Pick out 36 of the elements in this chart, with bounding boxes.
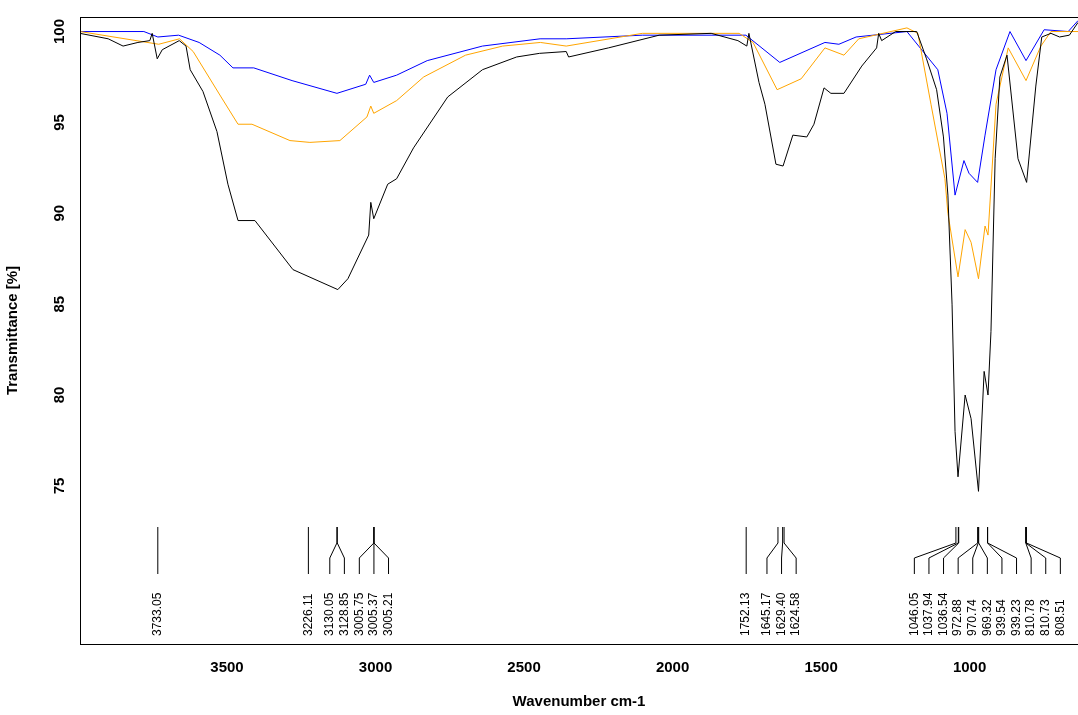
y-axis-title: Transmittance [%] — [3, 265, 21, 396]
annotation: 3733.05 — [150, 592, 165, 636]
annotation: 939.23 — [1008, 598, 1023, 636]
annotation: 972.88 — [950, 598, 965, 636]
annotation: 808.51 — [1052, 598, 1067, 636]
y-tick-label: 95 — [49, 114, 67, 131]
annotation: 1629.40 — [773, 592, 788, 636]
annotation: 3130.05 — [322, 592, 337, 636]
y-tick-label: 80 — [49, 386, 67, 404]
annotation: 1624.58 — [788, 592, 803, 636]
x-tick-label: 3000 — [358, 658, 393, 676]
y-tick-label: 90 — [49, 204, 67, 222]
y-tick-label: 100 — [49, 19, 67, 45]
annotation: 3226.11 — [300, 593, 315, 636]
y-tick-label: 75 — [49, 477, 67, 495]
annotation: 1037.94 — [921, 592, 936, 636]
annotation: 3128.85 — [336, 592, 351, 636]
annotation: 1645.17 — [759, 592, 774, 636]
annotation: 969.32 — [979, 598, 994, 636]
x-axis-title: Wavenumber cm-1 — [512, 692, 646, 710]
annotation: 3005.75 — [351, 592, 366, 636]
annotation: 939.54 — [994, 598, 1009, 636]
annotation: 1752.13 — [738, 592, 753, 636]
annotation: 970.74 — [965, 598, 980, 636]
annotation: 810.73 — [1038, 598, 1053, 636]
x-tick-label: 1000 — [952, 658, 987, 676]
x-tick-label: 2000 — [655, 658, 690, 676]
annotation: 1036.54 — [935, 592, 950, 636]
x-tick-label: 1500 — [804, 658, 838, 676]
x-tick-label: 3500 — [210, 658, 244, 676]
x-tick-label: 2500 — [507, 658, 541, 676]
y-tick-label: 85 — [49, 295, 67, 313]
annotation: 810.78 — [1023, 598, 1038, 636]
annotation: 1046.05 — [906, 592, 921, 636]
annotation: 3005.37 — [366, 592, 381, 636]
annotation: 3005.21 — [380, 592, 395, 636]
